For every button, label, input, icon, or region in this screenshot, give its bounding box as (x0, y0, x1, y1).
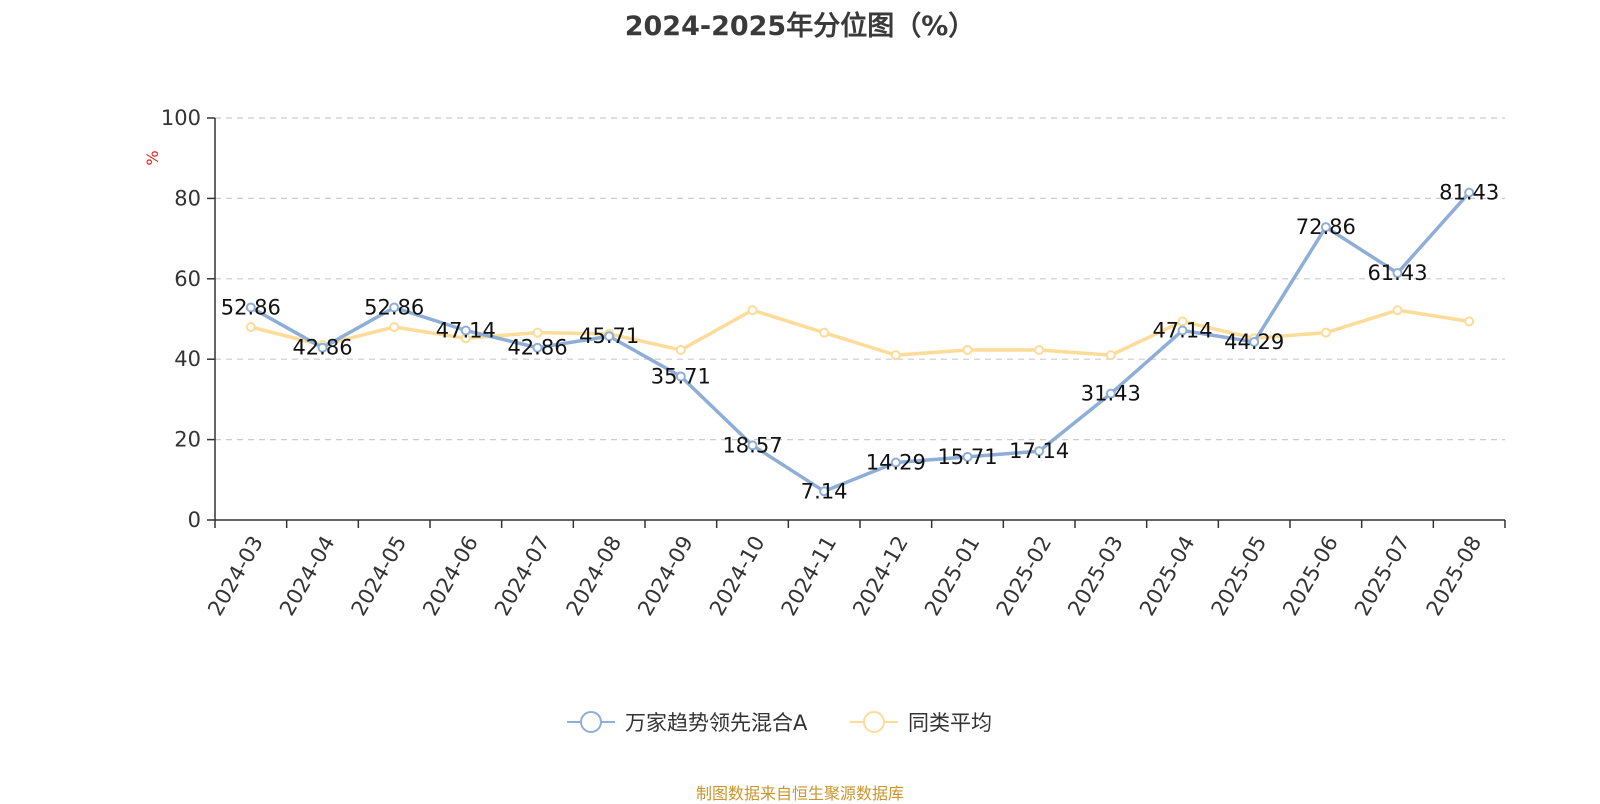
data-label: 61.43 (1367, 261, 1427, 285)
x-tick-label: 2024-03 (203, 532, 268, 620)
x-tick-label: 2024-04 (275, 532, 340, 620)
data-label: 42.86 (507, 336, 567, 360)
data-point (962, 451, 973, 462)
data-point (1464, 316, 1475, 327)
data-point (1034, 344, 1045, 355)
data-point (532, 327, 543, 338)
x-tick-label: 2024-12 (848, 532, 913, 620)
series-lines (245, 187, 1475, 497)
chart-title: 2024-2025年分位图（%） (624, 11, 976, 42)
legend-marker (863, 711, 885, 733)
data-label: 47.14 (436, 318, 496, 342)
x-tick-label: 2025-02 (992, 532, 1057, 620)
x-tick-label: 2024-05 (347, 532, 412, 620)
data-labels: 52.86 42.86 52.86 47.14 42.86 45.71 35.71 18.57… (221, 181, 1499, 504)
data-point (460, 325, 471, 336)
data-label: 35.71 (651, 364, 711, 388)
data-point (1320, 327, 1331, 338)
data-label: 17.14 (1009, 439, 1069, 463)
data-point (604, 331, 615, 342)
data-point (747, 440, 758, 451)
data-point (1177, 316, 1188, 327)
data-label: 47.14 (1152, 318, 1212, 342)
legend-label: 万家趋势领先混合A (625, 711, 808, 735)
data-label: 15.71 (937, 445, 997, 469)
x-tick-label: 2025-06 (1278, 532, 1343, 620)
data-point (245, 302, 256, 313)
data-label: 45.71 (579, 324, 639, 348)
data-point (389, 302, 400, 313)
data-point (1392, 305, 1403, 316)
data-point (1320, 222, 1331, 233)
y-tick-label: 20 (174, 428, 201, 452)
y-tick-label: 0 (188, 508, 201, 532)
x-tick-label: 2025-05 (1207, 532, 1272, 620)
data-point (675, 344, 686, 355)
data-point (962, 344, 973, 355)
data-point (890, 457, 901, 468)
x-tick-label: 2024-07 (490, 532, 555, 620)
data-label: 31.43 (1081, 382, 1141, 406)
data-label: 7.14 (801, 479, 848, 503)
data-point (1464, 187, 1475, 198)
data-point (317, 342, 328, 353)
x-tick-label: 2025-04 (1135, 532, 1200, 620)
legend-marker (580, 711, 602, 733)
data-point (1177, 325, 1188, 336)
x-tick-label: 2025-01 (920, 532, 985, 620)
x-tick-label: 2025-03 (1063, 532, 1128, 620)
y-tick-label: 100 (161, 106, 201, 130)
series-line (249, 191, 1471, 494)
data-point (675, 371, 686, 382)
x-tick-label: 2024-11 (777, 532, 842, 620)
data-point (1105, 388, 1116, 399)
data-point (747, 305, 758, 316)
x-tick-label: 2024-08 (562, 532, 627, 620)
source-note: 制图数据来自恒生聚源数据库 (695, 784, 904, 803)
x-tick-label: 2025-07 (1350, 532, 1415, 620)
data-label: 52.86 (221, 296, 281, 320)
data-label: 14.29 (866, 451, 926, 475)
data-label: 52.86 (364, 296, 424, 320)
data-label: 72.86 (1296, 215, 1356, 239)
y-axis-label: % (143, 150, 162, 165)
data-point (819, 486, 830, 497)
data-point (819, 327, 830, 338)
data-point (1034, 446, 1045, 457)
data-label: 18.57 (722, 433, 782, 457)
y-tick-label: 60 (174, 267, 201, 291)
data-point (532, 342, 543, 353)
data-point (1392, 268, 1403, 279)
legend-label: 同类平均 (908, 711, 992, 735)
legend: 万家趋势领先混合A 同类平均 (567, 711, 992, 735)
y-tick-label: 80 (174, 186, 201, 210)
grid-lines (215, 117, 1505, 441)
data-label: 81.43 (1439, 181, 1499, 205)
data-point (389, 322, 400, 333)
series-line (250, 308, 1470, 357)
data-label: 42.86 (292, 336, 352, 360)
data-point (245, 322, 256, 333)
data-point (890, 350, 901, 361)
data-point (1249, 336, 1260, 347)
x-tick-label: 2024-10 (705, 532, 770, 620)
x-tick-label: 2024-09 (633, 532, 698, 620)
x-tick-label: 2024-06 (418, 532, 483, 620)
x-tick-label: 2025-08 (1422, 532, 1487, 620)
data-point (1105, 350, 1116, 361)
y-tick-label: 40 (174, 347, 201, 371)
data-label: 44.29 (1224, 330, 1284, 354)
